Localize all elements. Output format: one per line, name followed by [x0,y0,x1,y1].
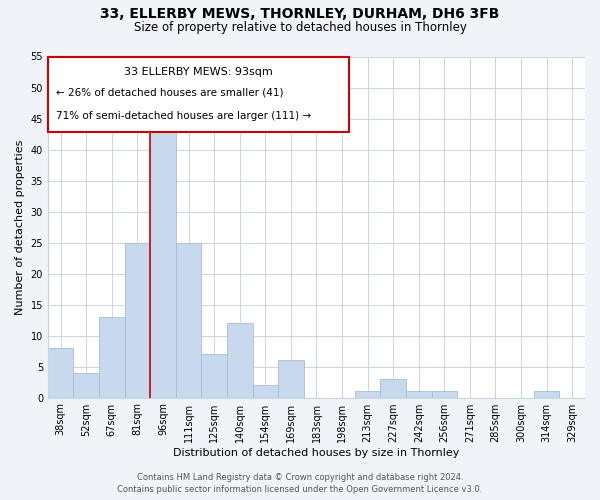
Text: 33 ELLERBY MEWS: 93sqm: 33 ELLERBY MEWS: 93sqm [124,66,272,76]
Bar [227,323,253,398]
Bar [176,242,202,398]
Text: Contains HM Land Registry data © Crown copyright and database right 2024.
Contai: Contains HM Land Registry data © Crown c… [118,472,482,494]
Bar [534,392,559,398]
Bar [380,379,406,398]
Bar [48,348,73,398]
Bar [278,360,304,398]
Text: 33, ELLERBY MEWS, THORNLEY, DURHAM, DH6 3FB: 33, ELLERBY MEWS, THORNLEY, DURHAM, DH6 … [100,8,500,22]
Bar [431,392,457,398]
Bar [253,385,278,398]
X-axis label: Distribution of detached houses by size in Thornley: Distribution of detached houses by size … [173,448,460,458]
Y-axis label: Number of detached properties: Number of detached properties [15,140,25,314]
Bar [202,354,227,398]
Text: ← 26% of detached houses are smaller (41): ← 26% of detached houses are smaller (41… [56,87,283,97]
Text: 71% of semi-detached houses are larger (111) →: 71% of semi-detached houses are larger (… [56,111,311,121]
Bar [99,317,125,398]
Bar [73,373,99,398]
Bar [355,392,380,398]
FancyBboxPatch shape [48,56,349,132]
Text: Size of property relative to detached houses in Thornley: Size of property relative to detached ho… [134,21,466,34]
Bar [125,242,150,398]
Bar [150,112,176,398]
Bar [406,392,431,398]
